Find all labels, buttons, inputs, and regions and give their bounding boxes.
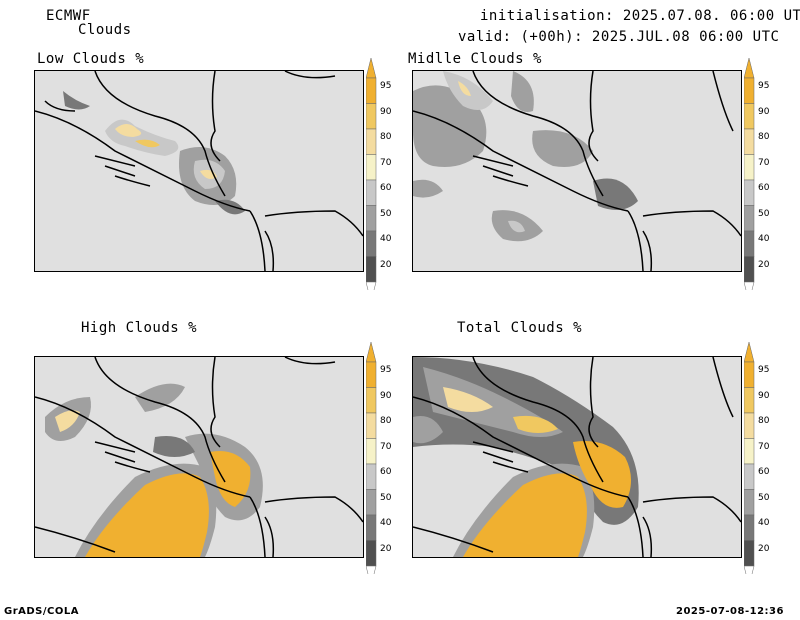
colorbar-tick-label: 95 <box>380 365 392 375</box>
map-high-clouds <box>34 356 364 558</box>
colorbar-tick-label: 95 <box>758 365 770 375</box>
colorbar-swatch <box>366 540 377 567</box>
colorbar-top-arrow <box>744 342 755 363</box>
colorbar-swatch <box>744 256 755 283</box>
colorbar-swatch <box>744 412 755 439</box>
colorbar-top-arrow <box>744 58 755 79</box>
colorbar-swatch <box>744 514 755 541</box>
colorbar-swatch <box>744 230 755 257</box>
colorbar-tick-label: 95 <box>758 81 770 91</box>
colorbar-swatch <box>744 463 755 490</box>
colorbar-swatch <box>366 128 377 155</box>
colorbar-swatch <box>366 205 377 232</box>
panel-title-middle: Midlle Clouds % <box>408 51 542 67</box>
colorbar-tick-label: 20 <box>380 259 392 270</box>
model-name: ECMWF <box>46 8 91 24</box>
panel-title-high: High Clouds % <box>81 320 198 336</box>
colorbar-tick-label: 60 <box>758 183 770 193</box>
map-low-clouds <box>34 70 364 272</box>
colorbar-tick-label: 70 <box>758 441 770 452</box>
colorbar-tick-label: 20 <box>758 543 770 554</box>
colorbar-tick-label: 50 <box>758 208 770 219</box>
colorbar-tick-label: 90 <box>758 106 770 117</box>
colorbar-tick-label: 60 <box>758 467 770 477</box>
colorbar-swatch <box>744 103 755 130</box>
colorbar-tick-label: 80 <box>380 416 392 426</box>
colorbar-tick-label: 40 <box>380 518 392 528</box>
colorbar-swatch <box>366 230 377 257</box>
colorbar-top-arrow <box>366 58 377 79</box>
cloud-field-low <box>63 91 245 215</box>
colorbar-swatch <box>366 154 377 181</box>
colorbar: 95 90 80 70 60 50 40 20 <box>366 58 391 290</box>
borders-total <box>413 357 741 557</box>
colorbar-tick-label: 95 <box>380 81 392 91</box>
colorbar-tick-label: 70 <box>380 157 392 168</box>
colorbar-swatch <box>366 412 377 439</box>
colorbar-tick-label: 40 <box>380 234 392 244</box>
colorbar: 95 90 80 70 60 50 40 20 <box>366 342 391 574</box>
colorbar-swatch <box>744 205 755 232</box>
colorbar-swatch <box>366 514 377 541</box>
colorbar-swatch <box>744 128 755 155</box>
colorbar-swatch <box>744 489 755 516</box>
colorbar-bottom-arrow <box>366 565 377 574</box>
colorbar-swatch <box>366 489 377 516</box>
colorbar-swatch <box>366 438 377 465</box>
colorbar-top-arrow <box>366 342 377 363</box>
colorbar-tick-label: 40 <box>758 234 770 244</box>
colorbar-tick-label: 60 <box>380 183 392 193</box>
borders-high <box>35 357 363 557</box>
colorbar: 95 90 80 70 60 50 40 20 <box>744 58 769 290</box>
panel-title-total: Total Clouds % <box>457 320 583 336</box>
colorbar-swatch <box>366 256 377 283</box>
colorbar-bottom-arrow <box>744 281 755 290</box>
borders-low <box>35 71 363 271</box>
colorbar-tick-label: 50 <box>758 492 770 503</box>
colorbar: 95 90 80 70 60 50 40 20 <box>744 342 769 574</box>
colorbar-tick-label: 80 <box>758 132 770 142</box>
colorbar-tick-label: 20 <box>758 259 770 270</box>
colorbar-tick-label: 40 <box>758 518 770 528</box>
colorbar-swatch <box>744 438 755 465</box>
colorbar-swatch <box>744 77 755 104</box>
colorbar-swatch <box>744 540 755 567</box>
panel-title-low: Low Clouds % <box>37 51 145 67</box>
footer-timestamp: 2025-07-08-12:36 <box>676 606 784 617</box>
valid-time: valid: (+00h): 2025.JUL.08 06:00 UTC <box>458 29 780 45</box>
cloud-field-middle <box>413 71 638 242</box>
map-total-clouds <box>412 356 742 558</box>
colorbar-swatch <box>744 154 755 181</box>
colorbar-tick-label: 70 <box>380 441 392 452</box>
colorbar-swatch <box>366 387 377 414</box>
colorbar-tick-label: 60 <box>380 467 392 477</box>
colorbar-swatch <box>366 77 377 104</box>
colorbar-swatch <box>744 387 755 414</box>
colorbar-swatch <box>744 361 755 388</box>
colorbar-swatch <box>366 103 377 130</box>
field-name: Clouds <box>78 22 132 38</box>
colorbar-bottom-arrow <box>366 281 377 290</box>
colorbar-swatch <box>366 463 377 490</box>
colorbar-swatch <box>366 361 377 388</box>
colorbar-tick-label: 90 <box>380 106 392 117</box>
colorbar-tick-label: 20 <box>380 543 392 554</box>
colorbar-bottom-arrow <box>744 565 755 574</box>
colorbar-tick-label: 90 <box>758 390 770 401</box>
borders-middle <box>413 71 741 271</box>
colorbar-tick-label: 80 <box>758 416 770 426</box>
colorbar-tick-label: 50 <box>380 492 392 503</box>
colorbar-tick-label: 70 <box>758 157 770 168</box>
colorbar-tick-label: 80 <box>380 132 392 142</box>
colorbar-tick-label: 90 <box>380 390 392 401</box>
cloud-field-high <box>45 383 263 557</box>
colorbar-swatch <box>366 179 377 206</box>
footer-software: GrADS/COLA <box>4 606 79 617</box>
colorbar-swatch <box>744 179 755 206</box>
init-time: initialisation: 2025.07.08. 06:00 UTC <box>480 8 800 24</box>
colorbar-tick-label: 50 <box>380 208 392 219</box>
map-middle-clouds <box>412 70 742 272</box>
cloud-field-total <box>413 357 639 557</box>
